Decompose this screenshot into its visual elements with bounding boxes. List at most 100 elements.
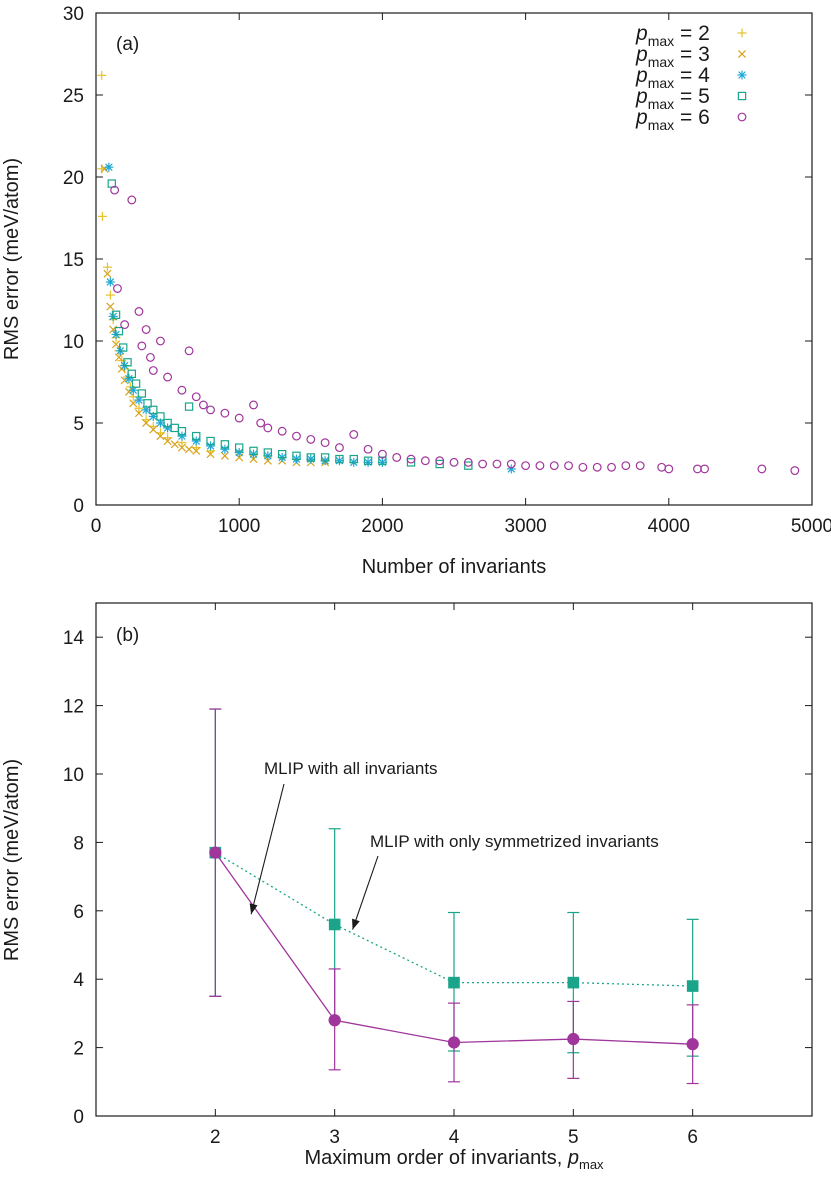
data-point-p3 [185,445,194,454]
data-point [328,1014,341,1027]
data-point [328,918,341,931]
data-point-p6 [700,464,710,474]
data-point-p6 [449,457,459,467]
data-point-p5 [349,454,358,464]
data-point-p5 [363,456,373,465]
annotation-arrowhead [249,903,258,915]
data-point [686,980,699,992]
data-point-p6 [635,461,645,471]
legend-subscript: max [648,96,674,112]
legend-value: = 2 [674,22,710,45]
data-point-p3 [220,451,229,460]
y-tick-label: 10 [63,332,84,353]
data-point-p5 [123,358,132,367]
data-point [448,976,460,989]
panel-b-line: (b) 2 3 4 5 6 0 2 4 6 8 10 12 14 MLIP with all inva… [1,602,813,1172]
data-point-p5 [156,412,165,421]
panel-b-label: (b) [116,625,139,646]
legend-symbol: p [635,85,648,108]
data-point-p6 [110,185,120,195]
data-point-p6 [145,352,155,362]
data-point-p5 [114,326,124,336]
data-point-p6 [134,307,144,316]
legend-marker-p5 [737,91,747,101]
data-point-p5 [192,431,201,441]
data-point-p6 [621,461,631,471]
x-tick-label: 4 [449,1127,460,1148]
legend-value: = 6 [674,106,710,129]
y-tick-label: 12 [63,697,84,718]
data-point-p6 [549,461,559,471]
legend-value: = 5 [674,85,710,108]
data-point-p3 [177,443,186,452]
data-point-p6 [177,385,187,395]
data-point-p6 [435,456,445,466]
data-point-p3 [134,409,143,418]
panel-a-y-axis: 0 5 10 15 20 25 30 [63,4,812,517]
legend-symbol: p [635,106,648,129]
annotation: MLIP with all invariants [249,759,438,915]
annotation-arrowhead [352,918,360,930]
y-tick-label: 25 [63,86,84,107]
legend-symbol: p [635,43,648,66]
legend-marker-p4 [737,70,747,80]
x-tick-label: 5 [568,1127,579,1148]
data-point-p3 [103,269,112,278]
data-point-p6 [392,453,402,462]
legend-marker-p2 [737,28,747,38]
legend-entry: pmax = 4 [635,64,710,91]
data-point-p4 [128,385,138,395]
y-tick-label: 20 [63,168,84,189]
data-point-p6 [607,462,616,472]
panel-b-x-axis: 2 3 4 5 6 [210,603,698,1148]
data-point-p5 [206,436,215,446]
legend-value: = 3 [674,43,710,66]
data-point-p5 [235,443,244,452]
data-point-p6 [757,464,767,474]
legend-symbol: p [635,64,648,87]
data-point-p5 [131,379,141,388]
panel-a-scatter: (a) 0 1000 2000 3000 4000 5000 0 5 10 15 20 25 30 p… [1,4,831,578]
annotation: MLIP with only symmetrized invariants [352,832,659,930]
y-tick-label: 0 [73,496,84,517]
data-point-p5 [137,389,147,398]
panel-a-points [97,70,800,475]
data-point-p4 [220,444,230,454]
legend-entry: pmax = 3 [635,43,710,70]
data-point-p5 [170,423,179,433]
data-point-p6 [191,392,201,402]
series-line [214,852,693,987]
data-point-p5 [263,448,273,457]
panel-a-x-axis: 0 1000 2000 3000 4000 5000 [91,13,831,537]
data-point-p6 [263,423,273,433]
data-point-p5 [249,446,258,456]
data-point-p5 [406,458,416,467]
data-point-p5 [378,456,387,465]
data-point-p5 [143,399,152,408]
data-point-p2 [134,403,144,413]
annotation-arrow [250,783,285,915]
data-point-p6 [564,461,573,471]
data-point-p6 [664,464,674,474]
data-point-p6 [141,325,151,334]
data-point [209,846,222,859]
panel-b-annotations: MLIP with all invariants MLIP with only s… [249,759,659,930]
data-point-p6 [198,400,208,410]
panel-b-x-label: Maximum order of invariants, pmax [304,1147,604,1172]
data-point-p4 [134,395,144,405]
data-point-p6 [292,431,301,441]
x-tick-label: 3000 [504,516,546,537]
y-tick-label: 14 [63,628,85,649]
panel-a-label: (a) [116,34,139,55]
legend-value: = 4 [674,64,710,87]
data-point-p6 [148,366,158,375]
data-point-p6 [521,461,531,471]
data-point-p5 [220,440,230,449]
x-tick-label: 1000 [218,516,260,537]
data-point-p2 [105,290,115,300]
panel-b-x-label-text: Maximum order of invariants, [304,1147,567,1169]
data-point-p6 [249,400,258,410]
data-point-p2 [97,70,107,80]
legend-entry: pmax = 6 [635,106,710,133]
